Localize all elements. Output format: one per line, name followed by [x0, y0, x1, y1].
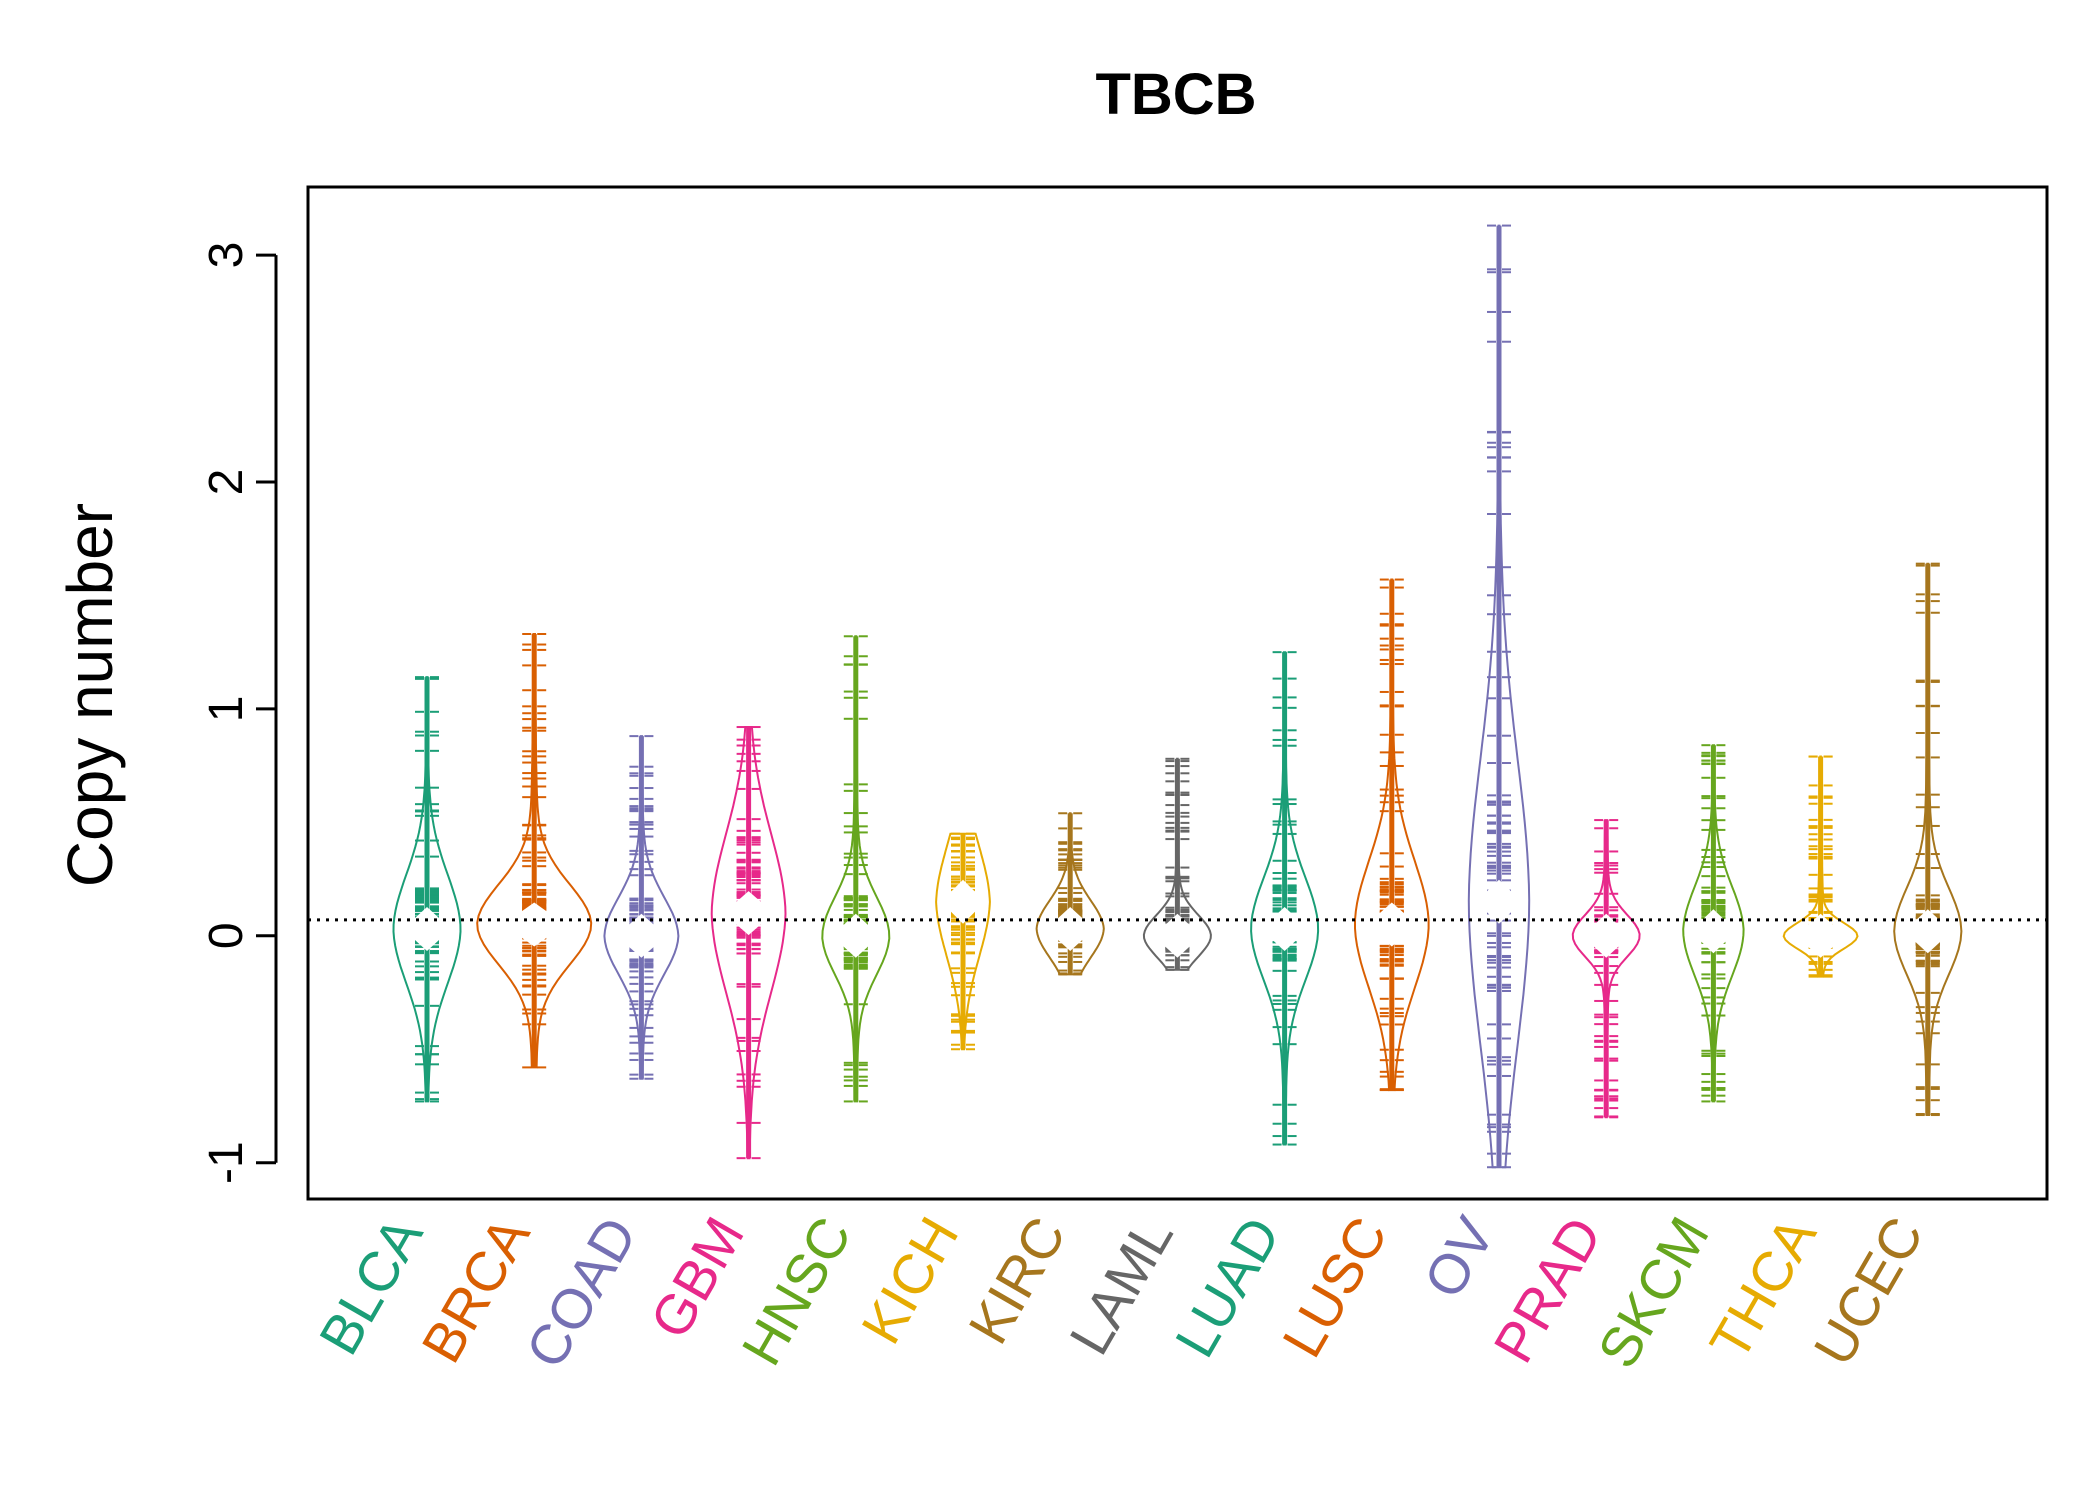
bean-skcm: [1682, 744, 1745, 1103]
plot-frame: [306, 185, 2049, 1201]
x-tick-label: KICH: [849, 1207, 970, 1354]
bean-median: [503, 902, 566, 947]
plot-area: [308, 224, 2047, 1169]
bean-outline: [935, 832, 991, 1051]
bean-median: [1795, 913, 1846, 958]
bean-median: [1366, 902, 1417, 947]
bean-luad: [1250, 651, 1320, 1146]
bean-median: [1153, 913, 1202, 958]
bean-outline: [603, 735, 680, 1080]
y-tick-label: 2: [200, 469, 253, 496]
bean-median: [1046, 906, 1095, 951]
bean-median: [616, 913, 667, 958]
bean-median: [1476, 879, 1522, 924]
bean-median: [1690, 909, 1737, 954]
x-tick-label: COAD: [513, 1207, 648, 1379]
bean-laml: [1142, 757, 1212, 971]
bean-blca: [392, 676, 462, 1103]
bean-median: [941, 879, 985, 924]
x-tick-label: HNSC: [729, 1207, 863, 1376]
bean-kich: [935, 832, 991, 1051]
x-tick-label: OV: [1411, 1206, 1506, 1308]
bean-thca: [1782, 755, 1859, 978]
bean-ucec: [1893, 562, 1963, 1117]
bean-prad: [1571, 819, 1641, 1119]
bean-median: [831, 913, 880, 958]
bean-gbm: [710, 726, 787, 1160]
bean-kirc: [1035, 812, 1105, 976]
bean-median: [723, 891, 774, 936]
y-tick-label: 0: [200, 922, 253, 949]
bean-hnsc: [821, 635, 891, 1103]
bean-lusc: [1354, 578, 1430, 1092]
bean-coad: [603, 735, 680, 1080]
bean-outline: [1354, 578, 1430, 1092]
bean-outline: [476, 633, 593, 1069]
bean-median: [1903, 909, 1952, 954]
bean-median: [1582, 913, 1631, 958]
chart-title: TBCB: [1095, 62, 1256, 127]
x-tick-label: UCEC: [1801, 1207, 1935, 1376]
y-tick-label: 1: [200, 696, 253, 723]
x-tick-label: LUSC: [1270, 1207, 1399, 1368]
x-tick-label: LUAD: [1163, 1207, 1292, 1368]
bean-outline: [392, 676, 462, 1103]
bean-brca: [476, 633, 593, 1069]
y-axis: -1 0 1 2 3: [200, 242, 278, 1184]
y-tick-label: 3: [200, 242, 253, 269]
x-tick-label: LAML: [1057, 1207, 1185, 1365]
bean-outline: [1142, 757, 1212, 971]
x-tick-label: SKCM: [1585, 1207, 1720, 1379]
bean-median: [1260, 906, 1309, 951]
bean-ov: [1467, 224, 1531, 1169]
y-tick-label: -1: [200, 1141, 253, 1184]
bean-median: [403, 906, 451, 951]
y-axis-label: Copy number: [54, 503, 126, 887]
